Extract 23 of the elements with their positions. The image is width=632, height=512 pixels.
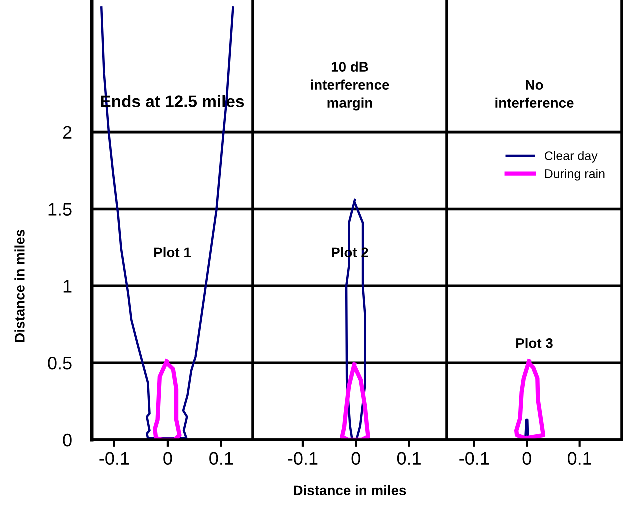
x-tick-label: 0 bbox=[352, 452, 360, 466]
x-tick-label: 0.1 bbox=[210, 452, 234, 466]
text: No interference bbox=[496, 80, 574, 108]
x-tick-label: 0 bbox=[164, 452, 172, 466]
text: 10 dB interference margin bbox=[311, 62, 390, 111]
x-axis-title: Distance in miles bbox=[294, 485, 406, 496]
y-tick-label: 1.5 bbox=[48, 203, 72, 216]
annotation: Plot 3 bbox=[516, 338, 553, 348]
x-tick-label: 0.1 bbox=[397, 452, 421, 466]
y-tick-label: 1 bbox=[64, 280, 72, 293]
y-axis-title: Distance in miles bbox=[14, 230, 25, 342]
line-series bbox=[153, 359, 182, 440]
x-tick-label: 0.1 bbox=[568, 452, 592, 466]
x-tick-label: -0.1 bbox=[100, 452, 130, 466]
legend-label: Clear day bbox=[545, 151, 598, 163]
x-tick-label: 0 bbox=[522, 452, 532, 466]
legend-label: During rain bbox=[545, 169, 605, 181]
y-tick-label: 0 bbox=[63, 434, 72, 447]
y-tick-label: 0.5 bbox=[48, 357, 72, 370]
annotation: Plot 1 bbox=[154, 247, 192, 258]
x-tick-label: -0.1 bbox=[460, 452, 490, 466]
x-tick-label: -0.1 bbox=[288, 452, 318, 466]
y-tick-label: 2 bbox=[63, 126, 72, 139]
